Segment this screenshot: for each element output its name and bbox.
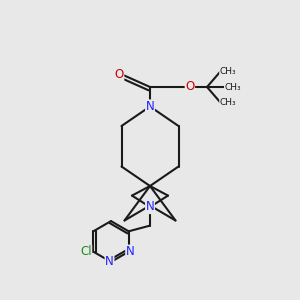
Text: N: N	[146, 100, 154, 113]
Text: CH₃: CH₃	[220, 98, 236, 107]
Text: CH₃: CH₃	[220, 67, 236, 76]
Text: N: N	[105, 255, 114, 268]
Text: O: O	[115, 68, 124, 81]
Text: CH₃: CH₃	[224, 82, 241, 91]
Text: O: O	[185, 80, 194, 94]
Text: Cl: Cl	[80, 245, 92, 258]
Text: N: N	[126, 245, 134, 258]
Text: N: N	[146, 200, 154, 214]
